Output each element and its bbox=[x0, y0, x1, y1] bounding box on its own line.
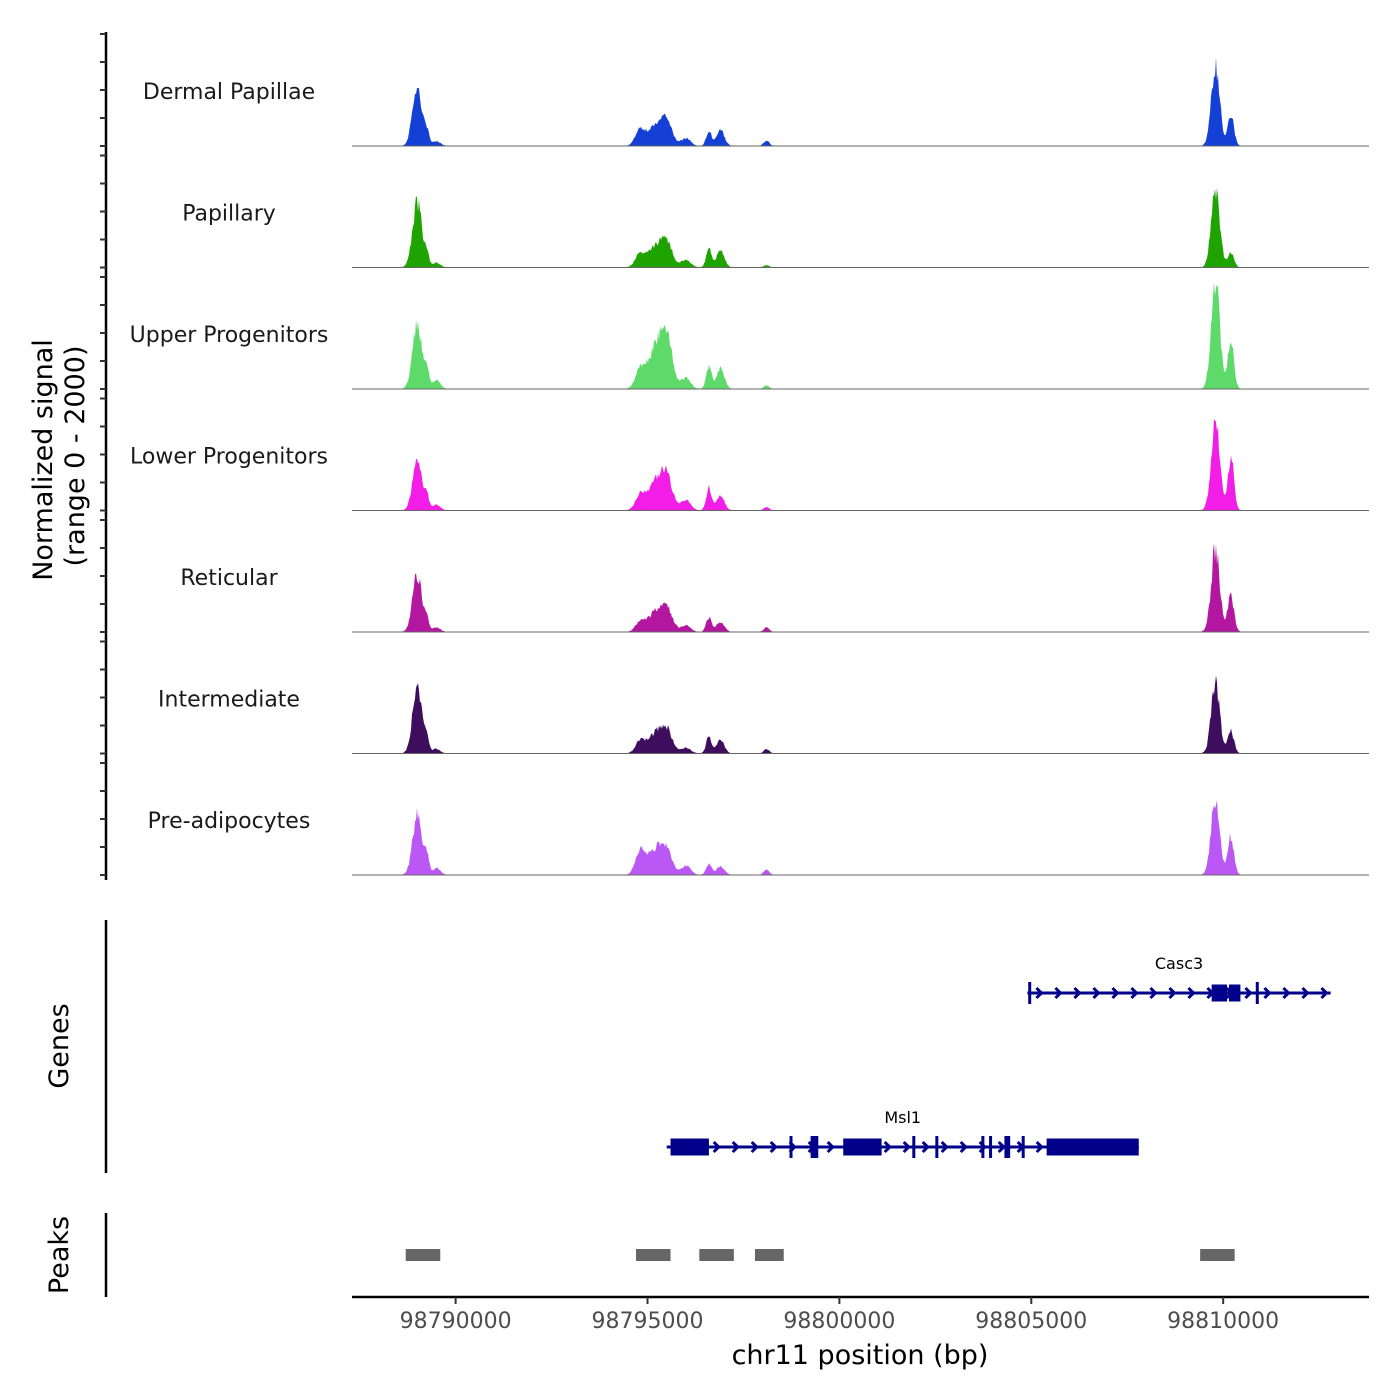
gene-exon bbox=[1028, 982, 1032, 1004]
strand-arrow-icon bbox=[883, 1140, 892, 1154]
gene-exon bbox=[1046, 1138, 1139, 1156]
peaks-track-title: Peaks bbox=[44, 1216, 75, 1294]
genes-track-title: Genes bbox=[44, 1003, 75, 1088]
peak-region bbox=[405, 1249, 441, 1261]
strand-arrow-icon bbox=[940, 1140, 949, 1154]
strand-arrow-icon bbox=[1320, 986, 1329, 1000]
gene-exon bbox=[670, 1138, 709, 1156]
gene-exon bbox=[935, 1136, 939, 1158]
strand-arrow-icon bbox=[1111, 986, 1120, 1000]
gene-exon bbox=[1021, 1136, 1025, 1158]
gene-exon bbox=[981, 1136, 985, 1158]
track-label: Lower Progenitors bbox=[130, 445, 328, 470]
strand-arrow-icon bbox=[769, 1140, 778, 1154]
strand-arrow-icon bbox=[959, 1140, 968, 1154]
x-tick-label: 98805000 bbox=[975, 1309, 1087, 1334]
track-label: Dermal Papillae bbox=[143, 80, 315, 105]
peak-region bbox=[699, 1249, 734, 1261]
strand-arrow-icon bbox=[826, 1140, 835, 1154]
strand-arrow-icon bbox=[1168, 986, 1177, 1000]
strand-arrow-icon bbox=[1149, 986, 1158, 1000]
strand-arrow-icon bbox=[731, 1140, 740, 1154]
strand-arrow-icon bbox=[1035, 1140, 1044, 1154]
gene-exon bbox=[1004, 1136, 1011, 1158]
peaks-track bbox=[405, 1249, 1235, 1261]
x-axis-ticks: 98790000 98795000 98800000 98805000 98810000 bbox=[400, 1297, 1279, 1334]
strand-arrow-icon bbox=[1092, 986, 1101, 1000]
track-label: Upper Progenitors bbox=[130, 323, 329, 348]
track-label: Pre-adipocytes bbox=[148, 809, 311, 834]
strand-arrow-icon bbox=[1035, 986, 1044, 1000]
gene-exon bbox=[843, 1138, 882, 1156]
track-label: Reticular bbox=[180, 566, 278, 591]
strand-arrow-icon bbox=[997, 1140, 1006, 1154]
x-tick-label: 98790000 bbox=[400, 1309, 512, 1334]
gene-msl1: Msl1 bbox=[666, 1108, 1139, 1158]
track-reticular: Reticular bbox=[180, 543, 1369, 633]
x-tick-label: 98795000 bbox=[592, 1309, 704, 1334]
track-pre-adipocytes: Pre-adipocytes bbox=[148, 800, 1369, 876]
signal-area bbox=[352, 187, 1369, 268]
strand-arrow-icon bbox=[1301, 986, 1310, 1000]
strand-arrow-icon bbox=[1130, 986, 1139, 1000]
signal-area bbox=[352, 282, 1369, 389]
peak-region bbox=[635, 1249, 671, 1261]
signal-area bbox=[352, 800, 1369, 875]
strand-arrow-icon bbox=[750, 1140, 759, 1154]
strand-arrow-icon bbox=[1073, 986, 1082, 1000]
signal-area bbox=[352, 57, 1369, 146]
track-papillary: Papillary bbox=[182, 187, 1369, 268]
strand-arrow-icon bbox=[978, 1140, 987, 1154]
gene-label: Casc3 bbox=[1155, 954, 1203, 973]
strand-arrow-icon bbox=[921, 1140, 930, 1154]
gene-exon bbox=[810, 1136, 819, 1158]
gene-exon bbox=[912, 1136, 916, 1158]
peak-region bbox=[754, 1249, 784, 1261]
track-intermediate: Intermediate bbox=[158, 675, 1369, 754]
peak-region bbox=[1200, 1249, 1235, 1261]
x-tick-label: 98800000 bbox=[783, 1309, 895, 1334]
signal-y-ticks bbox=[100, 33, 106, 876]
gene-exon bbox=[1228, 984, 1241, 1002]
track-label: Intermediate bbox=[158, 688, 300, 713]
strand-arrow-icon bbox=[902, 1140, 911, 1154]
strand-arrow-icon bbox=[1054, 986, 1063, 1000]
track-lower-progenitors: Lower Progenitors bbox=[130, 419, 1369, 511]
strand-arrow-icon bbox=[1282, 986, 1291, 1000]
gene-label: Msl1 bbox=[884, 1108, 921, 1127]
signal-area bbox=[352, 419, 1369, 511]
signal-tracks: Dermal Papillae Papillary Upper Progenitor… bbox=[130, 57, 1369, 876]
track-dermal-papillae: Dermal Papillae bbox=[143, 57, 1369, 147]
signal-area bbox=[352, 675, 1369, 754]
gene-exon bbox=[789, 1136, 793, 1158]
gene-exon bbox=[1211, 984, 1228, 1002]
track-label: Papillary bbox=[182, 202, 276, 227]
strand-arrow-icon bbox=[1263, 986, 1272, 1000]
x-axis-title: chr11 position (bp) bbox=[732, 1340, 989, 1371]
strand-arrow-icon bbox=[712, 1140, 721, 1154]
genes-track: Casc3 Msl1 bbox=[666, 954, 1331, 1158]
gene-exon bbox=[989, 1136, 993, 1158]
x-tick-label: 98810000 bbox=[1167, 1309, 1279, 1334]
signal-area bbox=[352, 543, 1369, 632]
track-upper-progenitors: Upper Progenitors bbox=[130, 282, 1369, 390]
strand-arrow-icon bbox=[1244, 986, 1253, 1000]
gene-casc3: Casc3 bbox=[1027, 954, 1331, 1004]
y-axis-title-line1: Normalized signal bbox=[28, 339, 59, 581]
gene-exon bbox=[1255, 982, 1259, 1004]
y-axis-title-line2: (range 0 - 2000) bbox=[60, 346, 91, 567]
strand-arrow-icon bbox=[1187, 986, 1196, 1000]
